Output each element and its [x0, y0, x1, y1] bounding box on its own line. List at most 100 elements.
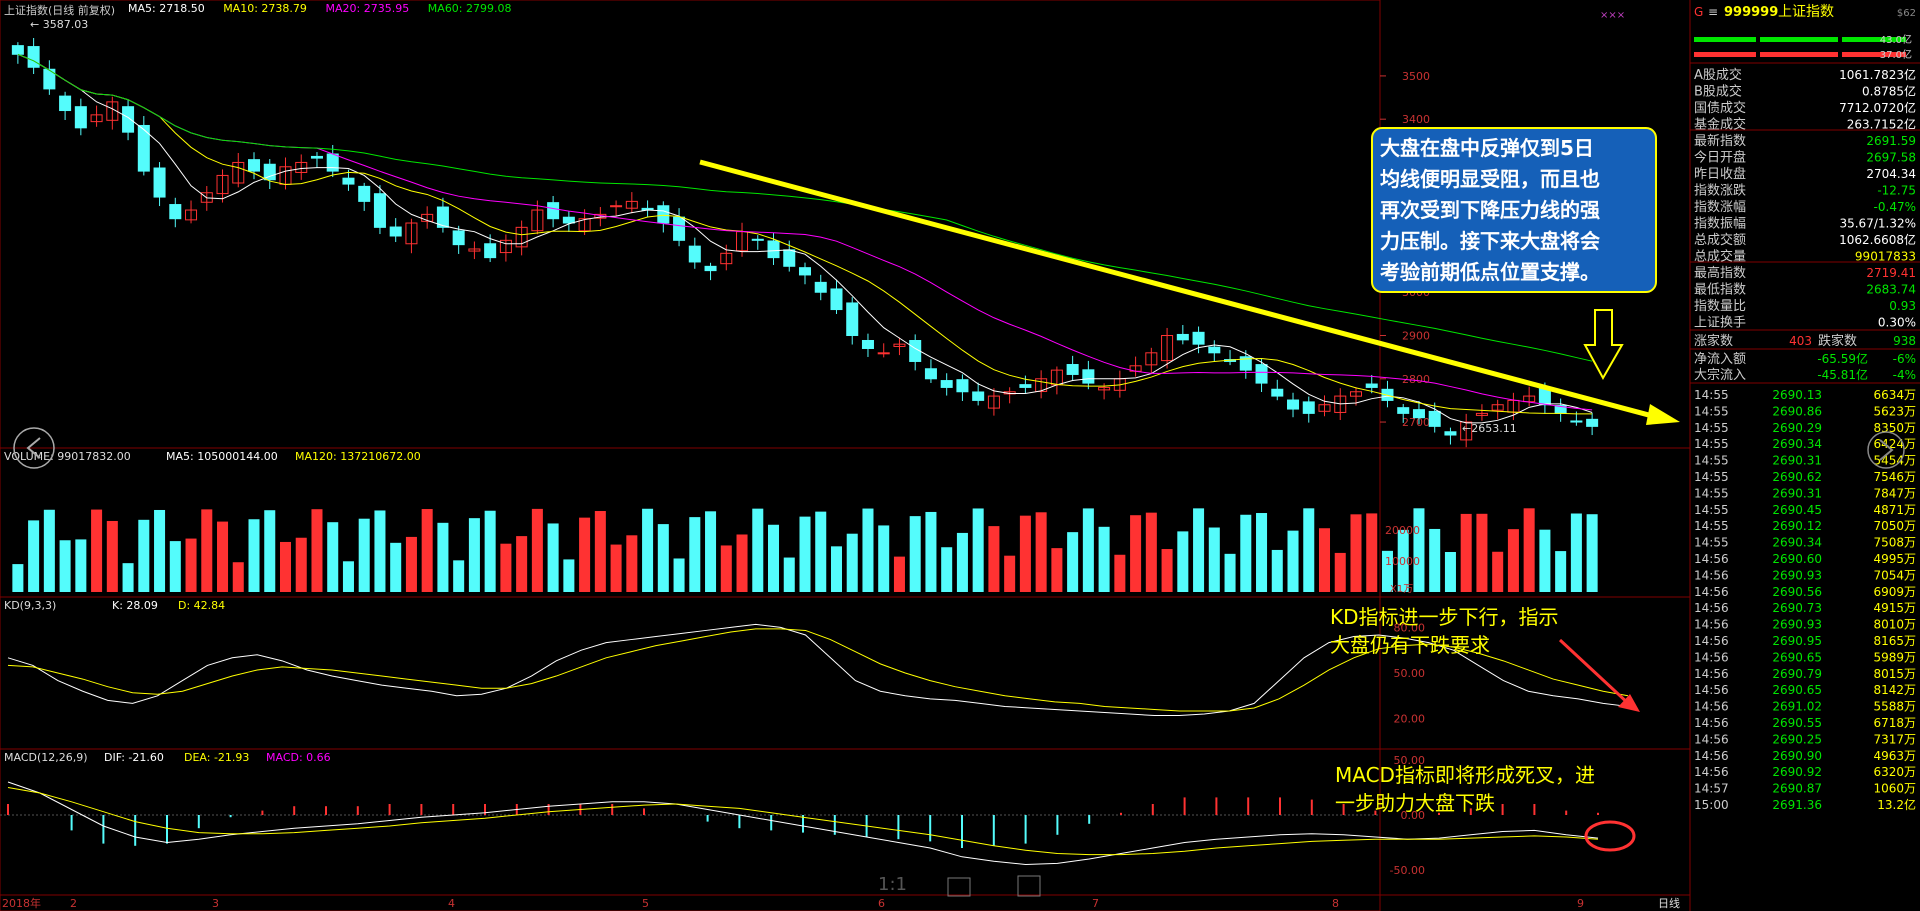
ratio-bar-green-3	[1842, 37, 1906, 42]
tick-price: 2690.93	[1772, 568, 1822, 582]
volume-bar	[1350, 514, 1362, 592]
volume-bar	[59, 540, 71, 592]
volume-bar	[547, 523, 559, 592]
volume-bar	[1004, 555, 1016, 592]
kd-arrow-head	[1618, 694, 1640, 712]
volume-bar	[327, 522, 339, 592]
volume-bar	[43, 509, 55, 592]
ma20-line	[17, 53, 1593, 411]
volume-bar	[138, 519, 150, 592]
volume-bar	[1539, 529, 1551, 592]
macd-cross-circle	[1584, 820, 1636, 852]
y-tick-label: 2700	[1402, 416, 1430, 429]
volume-bar	[941, 547, 953, 592]
ma-legend-3: MA60: 2799.08	[428, 2, 512, 15]
volume-bar	[1397, 529, 1409, 592]
volume-bar	[846, 533, 858, 592]
candle-body	[122, 106, 135, 133]
volume-bar	[154, 509, 166, 592]
tick-volume: 5588万	[1873, 700, 1916, 714]
volume-bar	[358, 518, 370, 592]
tick-time: 14:56	[1694, 601, 1729, 615]
trend-arrowhead	[1646, 404, 1680, 425]
candle-body	[1397, 407, 1410, 414]
volume-bar	[106, 520, 118, 592]
annotation-line: 考验前期低点位置支撑。	[1380, 260, 1600, 284]
volume-bar	[1507, 529, 1519, 592]
tick-time: 14:55	[1694, 437, 1729, 451]
y-tick-label: 2800	[1402, 373, 1430, 386]
candle-body	[1491, 404, 1504, 411]
candle-body	[924, 368, 937, 380]
d-line	[7, 628, 1629, 712]
candle-body	[1255, 364, 1268, 384]
candle-body	[484, 243, 497, 259]
volume-bar	[815, 511, 827, 592]
candle-body	[1334, 395, 1347, 413]
volume-bar	[374, 510, 386, 592]
x-axis-label: 7	[1092, 897, 1099, 910]
candle-body	[169, 204, 182, 220]
volume-bar	[217, 521, 229, 592]
plot-frame	[0, 0, 1381, 911]
tick-time: 14:56	[1694, 683, 1729, 697]
side-stat-value: 7712.0720亿	[1839, 100, 1916, 115]
candle-body	[1444, 431, 1457, 436]
tick-volume: 7508万	[1873, 536, 1916, 550]
side-stat-value: 2697.58	[1866, 151, 1916, 165]
candle-body	[987, 395, 1000, 409]
tick-time: 14:56	[1694, 667, 1729, 681]
tick-volume: 7847万	[1873, 486, 1916, 500]
volume-bar	[909, 516, 921, 592]
macd-macd-value: MACD: 0.66	[266, 751, 331, 764]
candle-body	[74, 106, 87, 129]
ratio-bar-label: 37.0亿	[1880, 48, 1912, 61]
volume-bar	[1145, 512, 1157, 592]
candle-body	[704, 265, 717, 272]
candle-body	[531, 209, 544, 232]
macd-tick-label: 50.00	[1394, 754, 1426, 767]
candle-body	[248, 159, 261, 172]
macd-annotation-line: MACD指标即将形成死叉，进	[1335, 763, 1595, 787]
tick-volume: 8015万	[1873, 667, 1916, 681]
annotation-line: 大盘在盘中反弹仅到5日	[1380, 136, 1594, 160]
side-stat-value: 2691.59	[1866, 134, 1916, 148]
volume-bar	[1082, 508, 1094, 592]
tick-time: 14:56	[1694, 700, 1729, 714]
flow-label: 大宗流入	[1694, 367, 1746, 383]
tick-time: 14:56	[1694, 749, 1729, 763]
volume-bar	[657, 524, 669, 592]
volume-bar	[1161, 549, 1173, 592]
rise-count-value: 403	[1789, 334, 1812, 348]
kd-tick-label: 80.00	[1394, 621, 1426, 634]
candle-body	[27, 46, 40, 68]
candle-body	[1192, 331, 1205, 345]
volume-bar	[1413, 508, 1425, 592]
candle-body	[185, 209, 198, 221]
candle-body	[972, 391, 985, 401]
tick-volume: 5623万	[1873, 404, 1916, 418]
tick-volume: 4995万	[1873, 552, 1916, 566]
tick-volume: 7054万	[1873, 568, 1916, 582]
candle-body	[1161, 335, 1174, 362]
side-stat-label: B股成交	[1694, 84, 1742, 100]
tick-volume: 4871万	[1873, 503, 1916, 517]
volume-bar	[563, 559, 575, 592]
tick-price: 2690.45	[1772, 503, 1822, 517]
side-stat-value: 0.93	[1889, 299, 1916, 313]
tick-volume: 5989万	[1873, 650, 1916, 664]
tick-volume: 1060万	[1873, 782, 1916, 796]
side-stat-label: A股成交	[1694, 67, 1742, 83]
kd-header: KD(9,3,3)	[4, 599, 56, 612]
macd-tick-label: -50.00	[1390, 864, 1425, 877]
tick-volume: 6634万	[1873, 388, 1916, 402]
side-stat-value: 99017833	[1855, 250, 1916, 264]
volume-bar	[1555, 551, 1567, 592]
candle-body	[798, 267, 812, 276]
side-stat-value: 2719.41	[1866, 266, 1916, 280]
volume-bar	[1429, 528, 1441, 592]
macd-header: MACD(12,26,9)	[4, 751, 88, 764]
x-axis-label: 2	[70, 897, 77, 910]
side-stat-label: 基金成交	[1694, 117, 1746, 133]
